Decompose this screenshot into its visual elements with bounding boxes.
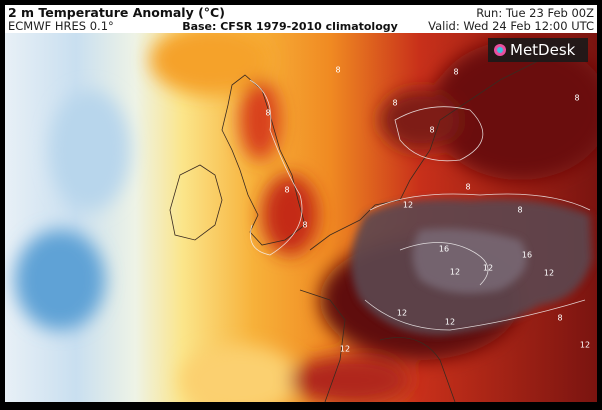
- header-bar: [5, 5, 597, 33]
- contour-label: 8: [453, 68, 458, 77]
- contour-label: 12: [445, 318, 455, 327]
- contour-label: 12: [450, 268, 460, 277]
- contour-label: 8: [265, 109, 270, 118]
- logo-icon-inner: [497, 47, 503, 53]
- contours: [249, 79, 591, 331]
- model: ECMWF HRES 0.1°: [8, 19, 114, 33]
- coastlines: [169, 59, 541, 402]
- contour-label: 12: [483, 264, 493, 273]
- contour-labels: 8 8 8 8 8 8 8 8 8 12 12 12 12 12 12 16 16 12 8 12 8: [265, 66, 590, 354]
- map: 8 8 8 8 8 8 8 8 8 12 12 12 12 12 12 16 16 12 8 12 8: [5, 33, 597, 402]
- contour-label: 16: [522, 251, 532, 260]
- contour-label: 8: [284, 186, 289, 195]
- contour-label: 8: [557, 314, 562, 323]
- contour-label: 8: [574, 94, 579, 103]
- contour-label: 12: [403, 201, 413, 210]
- contour-label: 12: [580, 341, 590, 350]
- run: Run: Tue 23 Feb 00Z: [476, 6, 594, 20]
- contour-label: 8: [517, 206, 522, 215]
- contour-label: 8: [465, 183, 470, 192]
- base: Base: CFSR 1979-2010 climatology: [182, 20, 398, 33]
- valid: Valid: Wed 24 Feb 12:00 UTC: [428, 19, 594, 33]
- contour-label: 8: [429, 126, 434, 135]
- contour-label: 12: [544, 269, 554, 278]
- logo: MetDesk: [510, 41, 576, 59]
- warm-core-inner: [412, 228, 527, 294]
- contour-label: 16: [439, 245, 449, 254]
- contour-label: 8: [392, 99, 397, 108]
- contour-label: 12: [397, 309, 407, 318]
- contour-label: 12: [340, 345, 350, 354]
- contour-label: 8: [302, 221, 307, 230]
- title: 2 m Temperature Anomaly (°C): [8, 5, 225, 20]
- contour-label: 8: [335, 66, 340, 75]
